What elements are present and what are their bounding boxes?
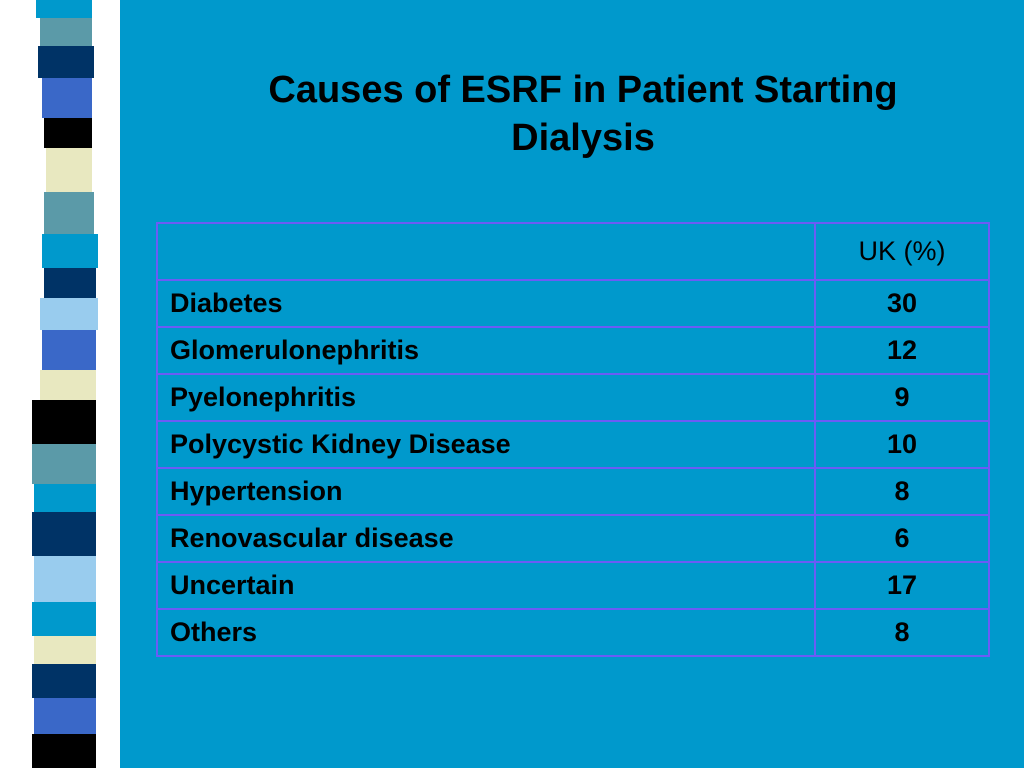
uk-percent-value: 9	[814, 373, 990, 422]
uk-percent-value: 30	[814, 279, 990, 328]
decor-stripe	[44, 192, 94, 234]
decor-stripe	[36, 0, 92, 18]
title-line-1: Causes of ESRF in Patient Starting	[268, 69, 898, 111]
table-row: Pyelonephritis 9	[156, 373, 990, 422]
header-label-cell	[156, 222, 816, 281]
table-row: Diabetes 30	[156, 279, 990, 328]
uk-percent-value: 17	[814, 561, 990, 610]
decor-stripe	[34, 698, 96, 734]
table-row: Others 8	[156, 608, 990, 657]
decor-stripe	[44, 268, 96, 298]
table-row: Polycystic Kidney Disease 10	[156, 420, 990, 469]
decor-stripe	[40, 370, 96, 400]
decorative-stripes	[32, 0, 100, 768]
decor-stripe	[32, 734, 96, 768]
table-row: Hypertension 8	[156, 467, 990, 516]
esrf-causes-table: UK (%) Diabetes 30 Glomerulonephritis 12…	[156, 222, 990, 657]
decor-stripe	[32, 664, 96, 698]
decor-stripe	[46, 148, 92, 192]
decor-stripe	[34, 484, 96, 512]
cause-label: Hypertension	[156, 467, 816, 516]
table-row: Glomerulonephritis 12	[156, 326, 990, 375]
decor-stripe	[32, 400, 96, 444]
decor-stripe	[32, 512, 96, 556]
uk-percent-value: 8	[814, 467, 990, 516]
cause-label: Diabetes	[156, 279, 816, 328]
table-header-row: UK (%)	[156, 222, 990, 281]
decor-stripe	[44, 118, 92, 148]
cause-label: Uncertain	[156, 561, 816, 610]
decor-stripe	[34, 556, 96, 602]
decor-stripe	[40, 298, 98, 330]
uk-percent-value: 6	[814, 514, 990, 563]
slide-title: Causes of ESRF in Patient Starting Dialy…	[140, 66, 1024, 162]
table-row: Renovascular disease 6	[156, 514, 990, 563]
uk-percent-value: 12	[814, 326, 990, 375]
decor-stripe	[42, 330, 96, 370]
cause-label: Pyelonephritis	[156, 373, 816, 422]
header-value-cell: UK (%)	[814, 222, 990, 281]
title-line-2: Dialysis	[511, 117, 655, 159]
cause-label: Polycystic Kidney Disease	[156, 420, 816, 469]
decor-stripe	[42, 234, 98, 268]
uk-percent-value: 10	[814, 420, 990, 469]
uk-percent-value: 8	[814, 608, 990, 657]
table-row: Uncertain 17	[156, 561, 990, 610]
cause-label: Glomerulonephritis	[156, 326, 816, 375]
decor-stripe	[32, 444, 96, 484]
decor-stripe	[42, 78, 92, 118]
decor-stripe	[38, 46, 94, 78]
cause-label: Others	[156, 608, 816, 657]
cause-label: Renovascular disease	[156, 514, 816, 563]
decor-stripe	[40, 18, 92, 46]
left-decor-band	[0, 0, 120, 768]
decor-stripe	[32, 602, 96, 636]
decor-stripe	[34, 636, 96, 664]
